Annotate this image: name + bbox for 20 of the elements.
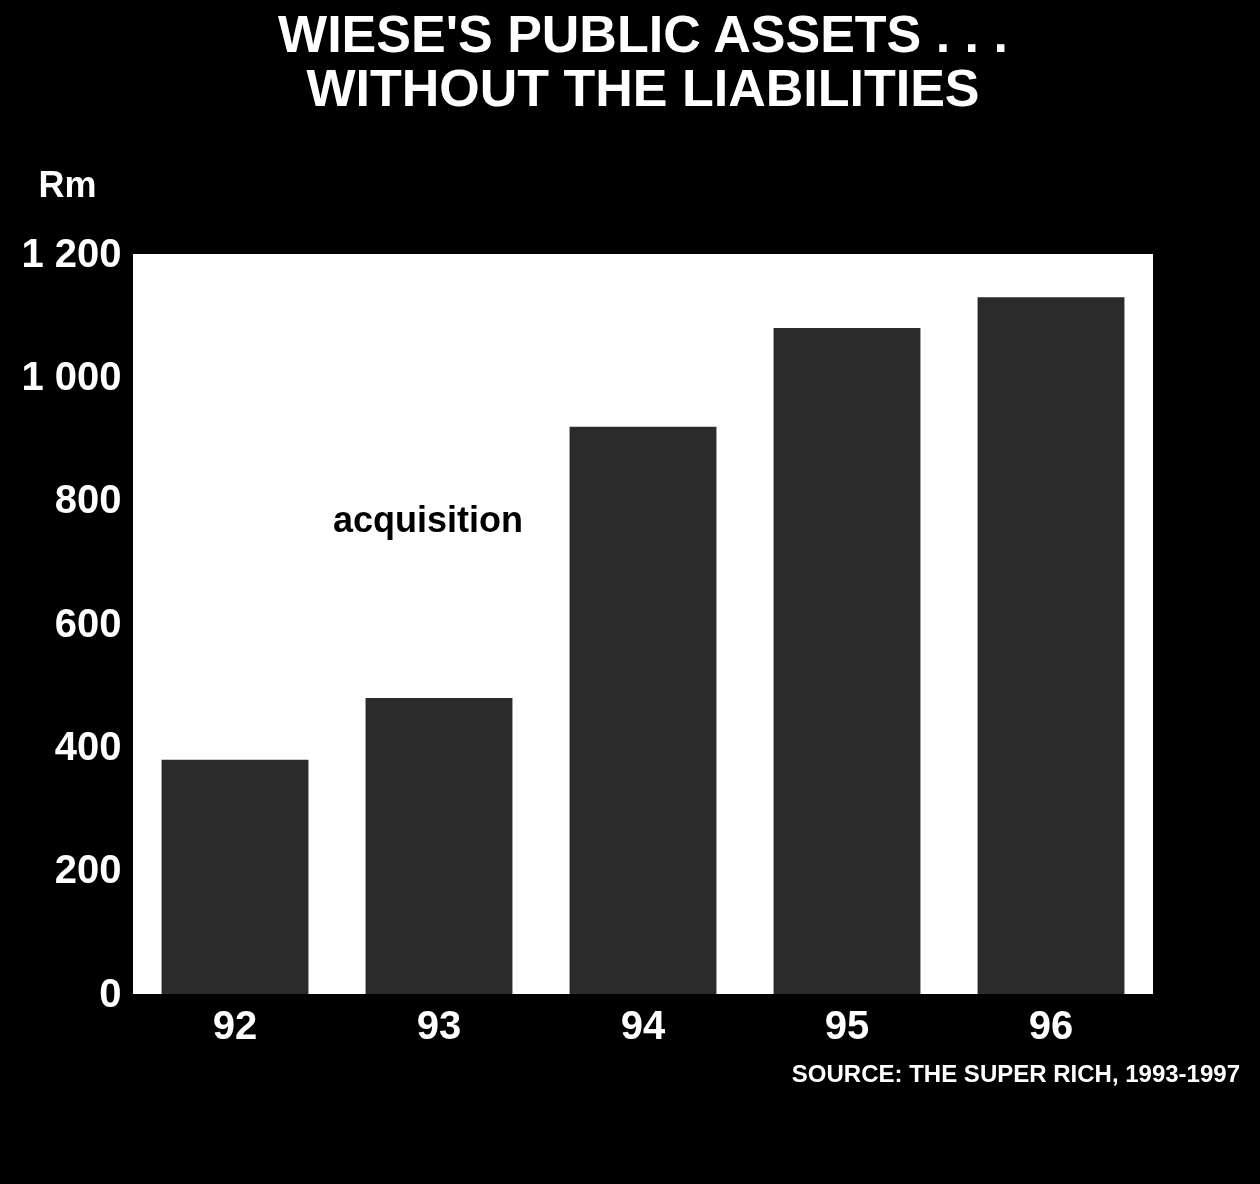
y-tick-label: 400 xyxy=(54,723,122,768)
annotation: acquisition xyxy=(332,499,523,540)
bar xyxy=(161,759,309,994)
y-tick-label: 0 xyxy=(99,970,122,1015)
y-tick-label: 600 xyxy=(54,600,122,645)
bar xyxy=(569,426,717,994)
y-axis-title: Rm xyxy=(38,163,97,205)
bar xyxy=(977,297,1125,994)
y-tick-label: 200 xyxy=(54,847,122,892)
y-tick-label: 1 000 xyxy=(21,353,122,398)
bar xyxy=(773,328,921,994)
x-tick-label: 93 xyxy=(416,1002,462,1047)
y-tick-label: 800 xyxy=(54,477,122,522)
x-tick-label: 96 xyxy=(1028,1002,1074,1047)
bar xyxy=(365,698,513,994)
x-tick-label: 92 xyxy=(212,1002,258,1047)
x-tick-label: 94 xyxy=(620,1002,666,1047)
x-tick-label: 95 xyxy=(824,1002,870,1047)
source-note: SOURCE: THE SUPER RICH, 1993-1997 xyxy=(790,1060,1241,1088)
y-tick-label: 1 200 xyxy=(21,230,122,275)
